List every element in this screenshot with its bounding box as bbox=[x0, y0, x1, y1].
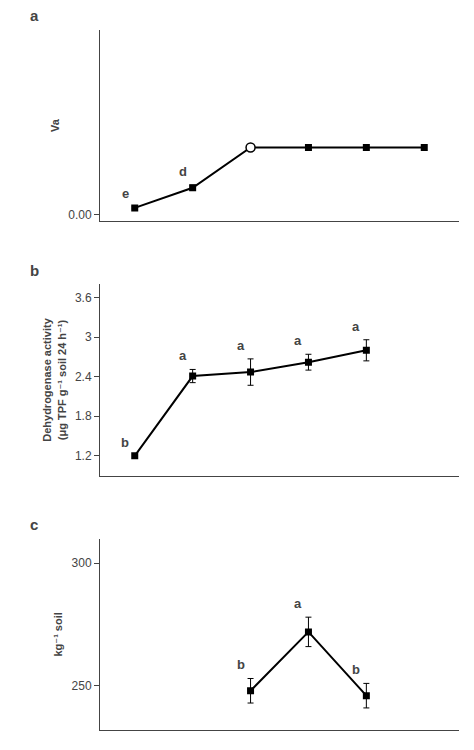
svg-text:c: c bbox=[30, 516, 38, 533]
svg-text:a: a bbox=[352, 319, 360, 334]
svg-text:b: b bbox=[121, 435, 129, 450]
svg-text:b: b bbox=[352, 662, 360, 677]
svg-text:1.8: 1.8 bbox=[75, 409, 92, 423]
svg-text:1.2: 1.2 bbox=[75, 449, 92, 463]
svg-text:a: a bbox=[237, 338, 245, 353]
svg-text:d: d bbox=[179, 164, 187, 179]
svg-text:b: b bbox=[237, 657, 245, 672]
svg-text:0.00: 0.00 bbox=[68, 208, 92, 222]
svg-text:250: 250 bbox=[72, 679, 92, 693]
svg-text:kg⁻¹ soil: kg⁻¹ soil bbox=[52, 612, 64, 656]
svg-text:a: a bbox=[294, 596, 302, 611]
svg-text:3.6: 3.6 bbox=[75, 291, 92, 305]
svg-text:2.4: 2.4 bbox=[75, 370, 92, 384]
svg-text:300: 300 bbox=[72, 556, 92, 570]
svg-text:a: a bbox=[30, 7, 39, 24]
svg-text:b: b bbox=[30, 262, 39, 279]
svg-text:3: 3 bbox=[85, 330, 92, 344]
svg-text:a: a bbox=[294, 333, 302, 348]
svg-text:Va: Va bbox=[49, 118, 61, 132]
svg-text:a: a bbox=[179, 348, 187, 363]
svg-text:e: e bbox=[122, 186, 129, 201]
svg-text:Dehydrogenase activity(μg TPF: Dehydrogenase activity(μg TPF g⁻¹ soil 2… bbox=[41, 317, 67, 441]
